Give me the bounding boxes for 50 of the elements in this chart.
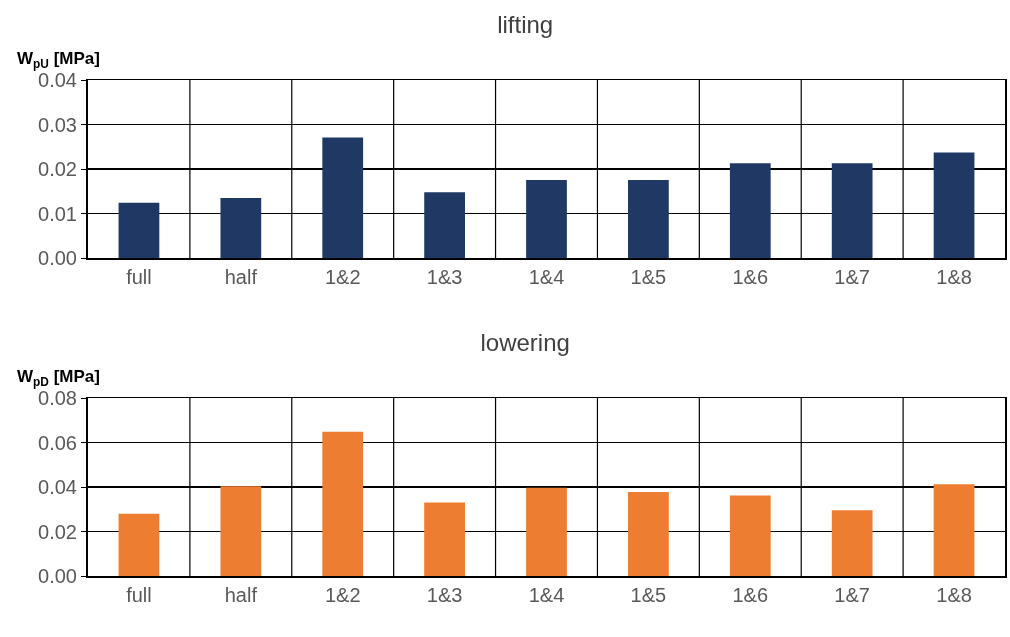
bar	[933, 152, 975, 258]
y-tick-label: 0.08	[38, 387, 77, 409]
x-tick-label: 1&5	[630, 583, 667, 606]
bar	[526, 180, 567, 258]
bar	[220, 486, 262, 576]
x-tick-label: 1&3	[426, 265, 463, 288]
x-tick-label: half	[224, 583, 258, 606]
x-tick-label: half	[224, 265, 258, 288]
x-tick-label: 1&8	[936, 583, 972, 606]
y-tick-label: 0.03	[38, 113, 77, 136]
bar	[526, 487, 567, 576]
bar	[424, 502, 465, 576]
bar	[322, 431, 364, 576]
bar	[729, 495, 771, 576]
y-tick-label: 0.04	[38, 69, 77, 91]
y-tick-label: 0.02	[38, 520, 77, 543]
x-tick-label: 1&2	[324, 265, 361, 288]
y-axis-title: W$_{pU}$ [MPa]	[17, 49, 100, 71]
y-tick-label: 0.06	[38, 431, 77, 454]
x-tick-label: 1&7	[834, 265, 870, 288]
chart-title: lowering	[480, 328, 570, 356]
y-tick-label: 0.02	[38, 158, 77, 180]
x-tick-label: 1&5	[630, 265, 667, 288]
y-tick-label: 0.00	[38, 565, 77, 587]
x-tick-label: 1&4	[528, 265, 565, 288]
x-tick-label: 1&8	[936, 265, 972, 288]
x-tick-label: full	[126, 265, 152, 288]
bar	[424, 192, 465, 258]
bar	[322, 137, 364, 258]
y-tick-label: 0.00	[38, 247, 77, 269]
bar	[831, 163, 873, 258]
x-tick-label: 1&6	[732, 583, 769, 606]
y-tick-label: 0.01	[38, 202, 77, 225]
bar	[220, 197, 262, 258]
y-tick-label: 0.04	[38, 476, 77, 498]
x-tick-label: 1&2	[324, 583, 361, 606]
bar	[933, 484, 975, 576]
chart-title: lifting	[497, 10, 554, 38]
x-tick-label: 1&7	[834, 583, 870, 606]
bar	[628, 180, 669, 258]
x-tick-label: full	[126, 583, 152, 606]
y-axis-title: W$_{pD}$ [MPa]	[17, 367, 100, 389]
x-tick-label: 1&4	[528, 583, 565, 606]
x-tick-label: 1&6	[732, 265, 769, 288]
bar	[831, 510, 873, 576]
bar	[628, 492, 669, 576]
x-tick-label: 1&3	[426, 583, 463, 606]
bar	[118, 513, 160, 576]
bar	[118, 202, 160, 258]
bar	[729, 163, 771, 258]
